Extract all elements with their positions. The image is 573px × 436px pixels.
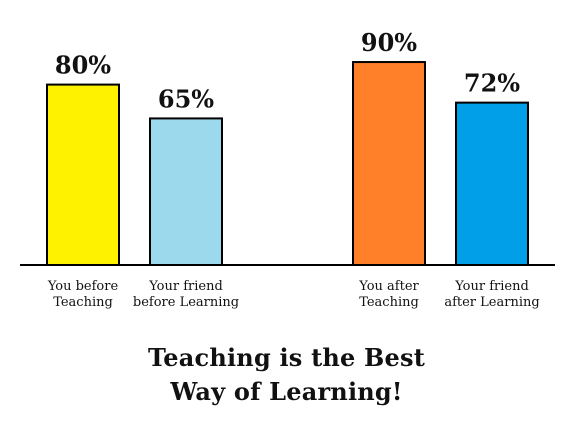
category-label-2-line-1: Your friend xyxy=(148,279,223,294)
category-label-4-line-1: Your friend xyxy=(454,279,529,294)
value-label-1: 80% xyxy=(55,51,111,80)
value-label-2: 65% xyxy=(158,84,214,113)
category-label-4-line-2: after Learning xyxy=(444,295,539,310)
value-label-4: 72% xyxy=(464,69,520,98)
bar-4 xyxy=(455,101,529,266)
category-label-1-line-2: Teaching xyxy=(53,295,113,310)
value-label-3: 90% xyxy=(361,28,417,57)
category-label-3-line-2: Teaching xyxy=(359,295,419,310)
chart-title-line-1: Teaching is the Best xyxy=(148,343,425,372)
bars-layer xyxy=(46,61,529,266)
bar-2 xyxy=(149,117,223,266)
bar-3 xyxy=(352,61,426,266)
category-label-3-line-1: You after xyxy=(358,279,419,294)
category-label-2-line-2: before Learning xyxy=(133,295,239,310)
chart-title-line-2: Way of Learning! xyxy=(170,377,403,406)
bar-1 xyxy=(46,83,120,266)
category-label-1-line-1: You before xyxy=(47,279,119,294)
